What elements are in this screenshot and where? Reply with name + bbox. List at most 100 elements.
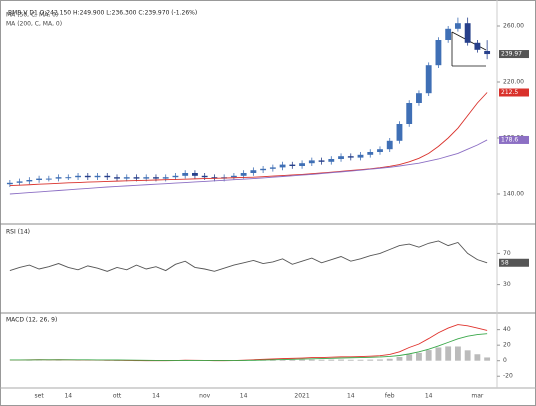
candle-body	[123, 177, 130, 179]
histogram-bar	[299, 359, 305, 361]
x-tick-label: 14	[64, 393, 72, 400]
candle-body	[153, 177, 159, 179]
candle-body	[240, 173, 247, 176]
histogram-bar	[377, 359, 383, 361]
candle-body	[328, 159, 335, 162]
histogram-bar	[386, 358, 393, 361]
histogram-bar	[454, 346, 461, 361]
candle-body	[269, 167, 276, 169]
series-line	[9, 240, 488, 272]
histogram-bar	[406, 354, 413, 361]
candle-body	[377, 149, 383, 152]
pane-title: MACD (12, 26, 9)	[6, 317, 57, 324]
histogram-bar	[474, 354, 481, 361]
candle-body	[16, 181, 23, 183]
x-tick-label: 14	[152, 393, 160, 400]
y-tick-label: 0	[503, 357, 507, 364]
y-tick-label: 220.00	[503, 79, 524, 86]
x-tick-label: feb	[385, 393, 395, 400]
candle-body	[133, 177, 140, 179]
candle-body	[454, 23, 461, 29]
x-tick-label: 14	[347, 393, 355, 400]
histogram-bar	[367, 359, 374, 361]
histogram-bar	[338, 359, 344, 361]
candle-body	[289, 164, 296, 166]
last-value-tag	[499, 135, 529, 144]
candle-body	[367, 152, 374, 155]
histogram-bar	[347, 359, 354, 361]
series-line	[9, 333, 488, 362]
candle-body	[386, 140, 393, 150]
last-value-tag	[499, 258, 529, 267]
candle-body	[6, 182, 13, 185]
candle-body	[65, 177, 72, 179]
candle-body	[318, 160, 325, 162]
histogram-bar	[396, 356, 403, 361]
last-value-tag	[499, 50, 529, 59]
y-tick-label: 140.00	[503, 191, 524, 198]
histogram-bar	[279, 359, 286, 361]
candle-body	[260, 168, 267, 171]
histogram-bar	[484, 357, 491, 361]
histogram-bar	[425, 350, 432, 361]
candle-body	[416, 93, 422, 103]
last-value-tag	[499, 88, 529, 97]
y-tick-label: 30	[503, 281, 511, 288]
candle-body	[172, 175, 179, 178]
histogram-bar	[416, 352, 422, 361]
candle-body	[484, 50, 491, 55]
candle-body	[396, 124, 403, 141]
candle-body	[357, 154, 364, 158]
candle-body	[84, 175, 91, 178]
candle-body	[464, 23, 471, 43]
y-tick-label: 20	[503, 342, 511, 349]
candle-body	[279, 164, 286, 168]
last-value-label: 212.5	[501, 89, 518, 96]
y-tick-label: 260.00	[503, 23, 524, 30]
legend-entry: MA (200, C, MA, 0)	[6, 21, 62, 28]
y-tick-label: 40	[503, 326, 511, 333]
x-tick-label: mar	[471, 393, 484, 400]
x-tick-label: 2021	[294, 393, 309, 400]
x-tick-label: nov	[199, 393, 210, 400]
candle-body	[425, 65, 432, 94]
candle-body	[406, 103, 413, 124]
candle-body	[192, 173, 198, 176]
histogram-bar	[435, 347, 442, 361]
histogram-bar	[464, 350, 471, 361]
candle-body	[347, 156, 354, 158]
series-line	[9, 139, 488, 195]
pane-title: RSI (14)	[6, 229, 30, 236]
symbol-header: BMB V D1 O:242.150 H:249.900 L:236.300 C…	[8, 10, 197, 17]
candle-body	[435, 40, 442, 66]
candle-body	[143, 177, 150, 179]
x-tick-label: 14	[240, 393, 248, 400]
candle-body	[45, 178, 52, 180]
series-line	[9, 92, 488, 187]
candle-body	[55, 177, 62, 179]
candle-body	[94, 175, 101, 178]
last-value-label: 178.6	[501, 136, 518, 143]
x-tick-label: ott	[113, 393, 122, 400]
histogram-bar	[328, 359, 335, 361]
candle-body	[75, 175, 81, 178]
candle-body	[299, 163, 305, 166]
candle-body	[26, 180, 33, 182]
candle-body	[36, 178, 43, 180]
histogram-bar	[357, 359, 364, 361]
histogram-bar	[289, 359, 296, 361]
legend-entry: MA (50, C, MA, 0)	[6, 12, 58, 19]
candle-body	[474, 42, 481, 50]
candle-body	[114, 177, 120, 179]
histogram-bar	[445, 346, 452, 361]
x-tick-label: 14	[425, 393, 433, 400]
last-value-label: 58	[501, 259, 509, 266]
candle-body	[338, 156, 344, 159]
candle-body	[308, 160, 315, 164]
y-tick-label: -20	[503, 373, 513, 380]
x-tick-label: set	[35, 393, 45, 400]
candle-body	[182, 173, 189, 176]
y-tick-label: 70	[503, 250, 511, 257]
